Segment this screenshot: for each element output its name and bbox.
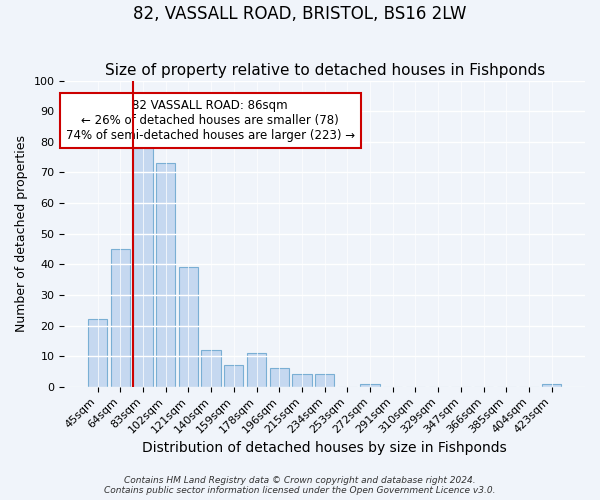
Title: Size of property relative to detached houses in Fishponds: Size of property relative to detached ho… (104, 63, 545, 78)
Y-axis label: Number of detached properties: Number of detached properties (15, 135, 28, 332)
Bar (247, 353, 266, 386)
X-axis label: Distribution of detached houses by size in Fishponds: Distribution of detached houses by size … (142, 441, 507, 455)
Bar (269, 368, 289, 386)
Bar (202, 350, 221, 387)
Text: 82, VASSALL ROAD, BRISTOL, BS16 2LW: 82, VASSALL ROAD, BRISTOL, BS16 2LW (133, 5, 467, 23)
Text: Contains HM Land Registry data © Crown copyright and database right 2024.
Contai: Contains HM Land Registry data © Crown c… (104, 476, 496, 495)
Bar (88, 320, 107, 386)
Bar (179, 268, 198, 386)
Bar (542, 384, 562, 386)
Bar (361, 384, 380, 386)
Bar (133, 148, 152, 386)
Bar (292, 374, 311, 386)
Bar (110, 249, 130, 386)
Bar (224, 366, 244, 386)
Bar (315, 374, 334, 386)
Text: 82 VASSALL ROAD: 86sqm
← 26% of detached houses are smaller (78)
74% of semi-det: 82 VASSALL ROAD: 86sqm ← 26% of detached… (65, 99, 355, 142)
Bar (156, 163, 175, 386)
